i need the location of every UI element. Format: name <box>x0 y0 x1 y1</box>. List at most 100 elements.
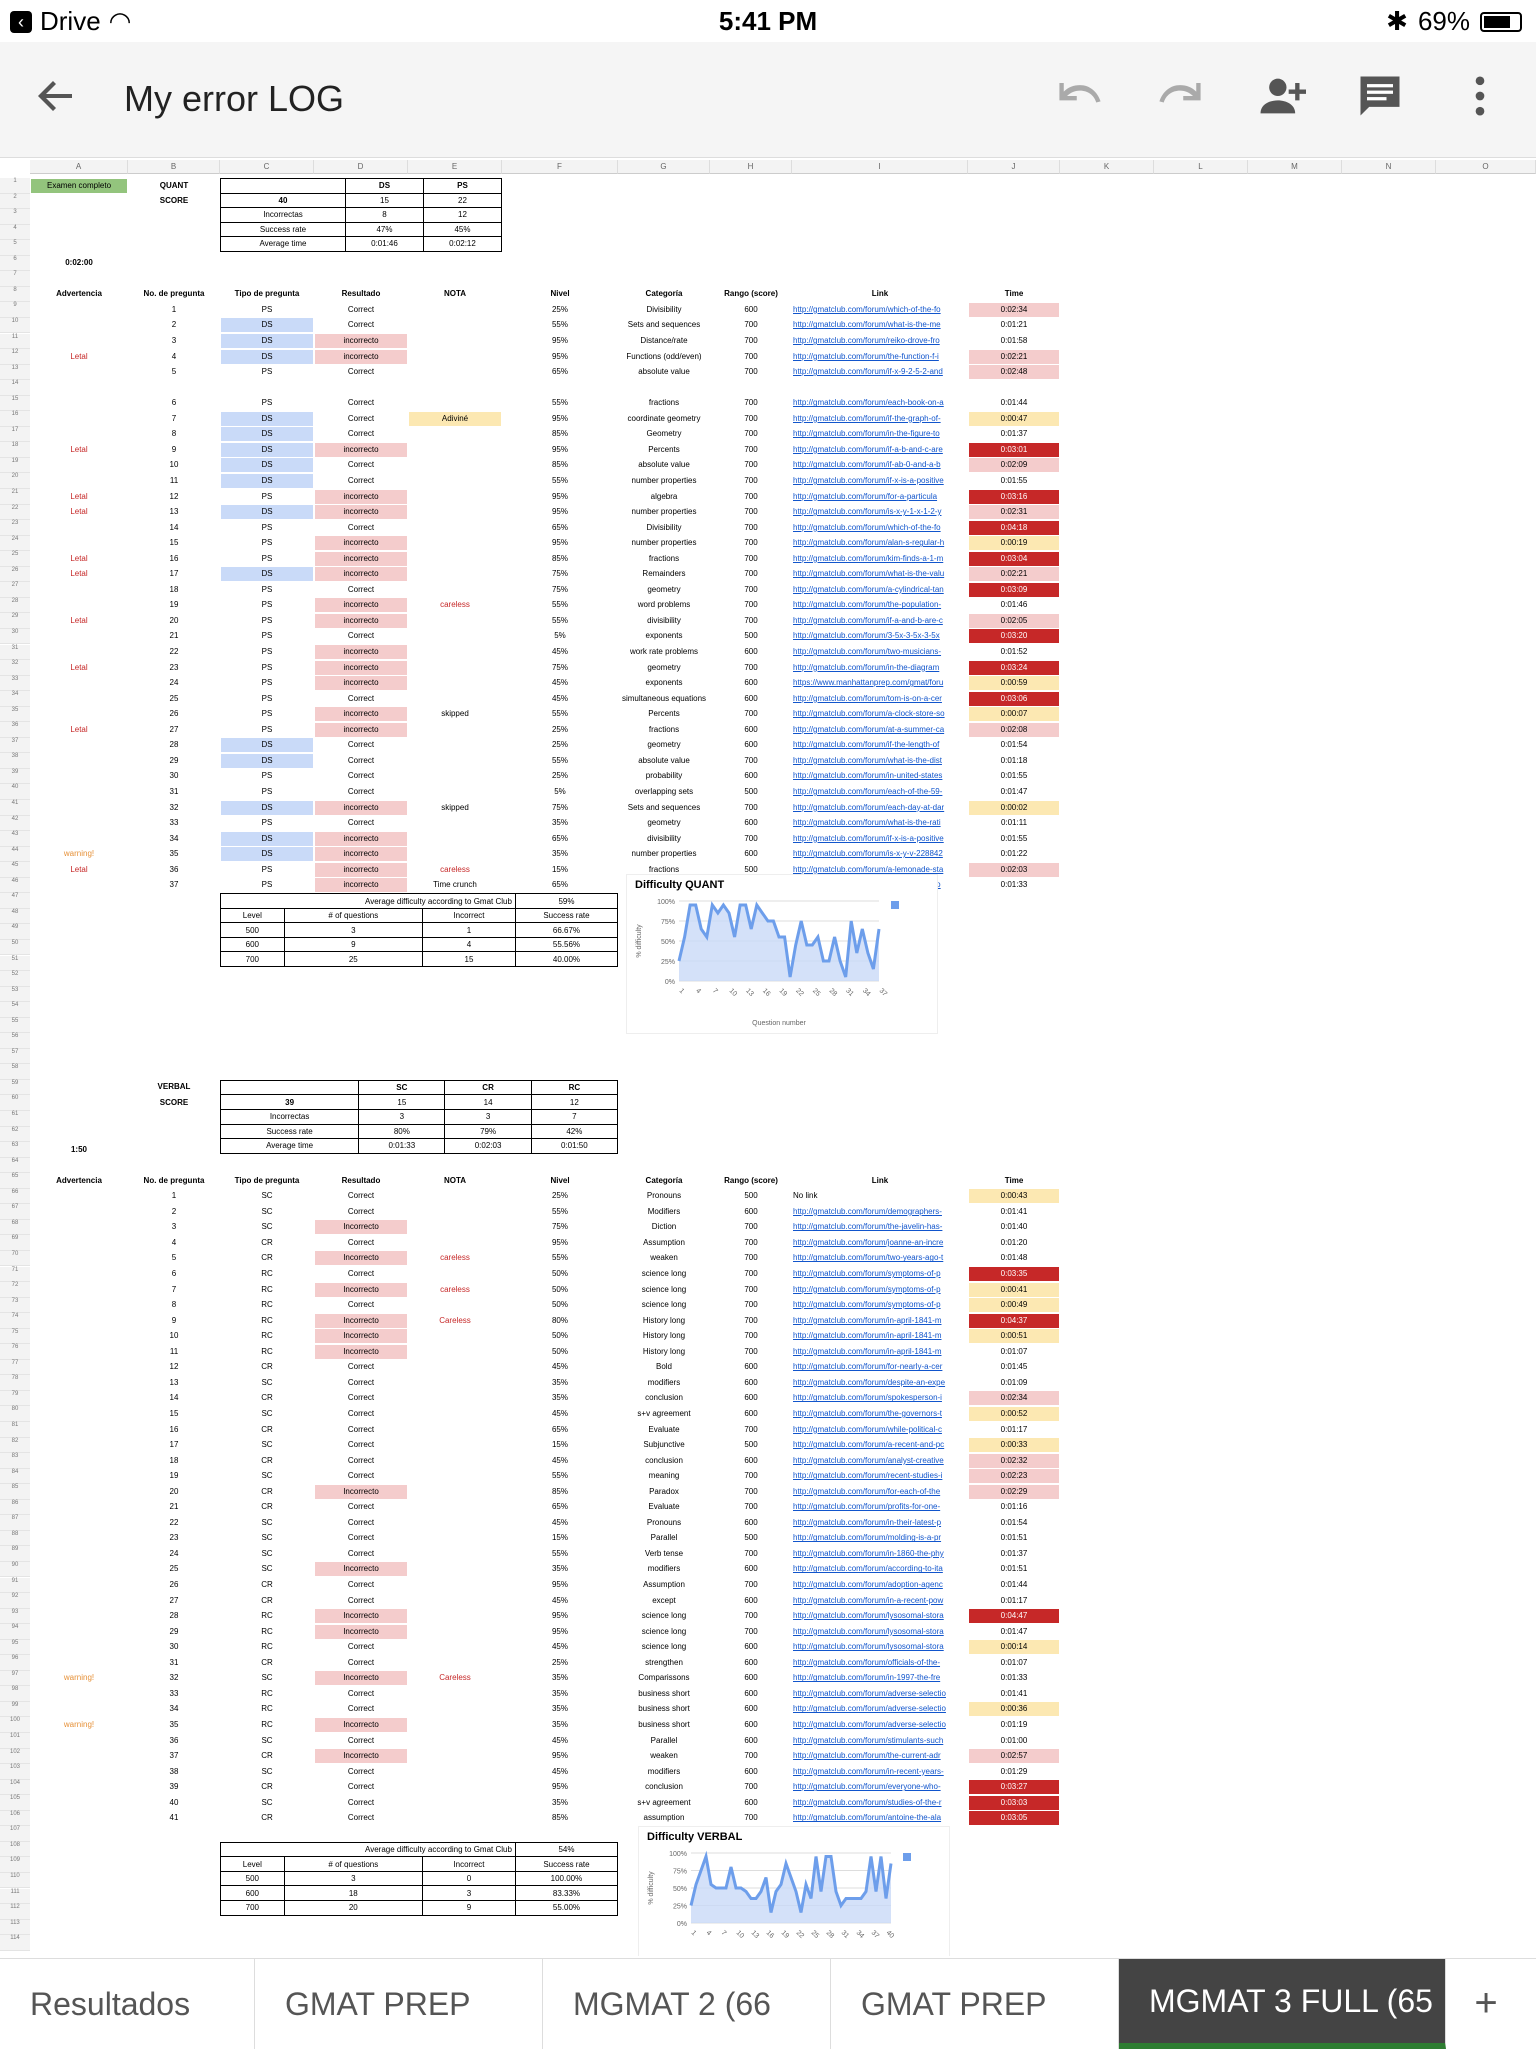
row-number[interactable]: 99 <box>0 1701 30 1718</box>
question-link[interactable]: http://gmatclub.com/forum/antoine-the-al… <box>793 1813 942 1823</box>
question-link[interactable]: http://gmatclub.com/forum/what-is-the-di… <box>793 755 942 765</box>
row-number[interactable]: 8 <box>0 286 30 303</box>
question-link[interactable]: http://gmatclub.com/forum/what-is-the-me <box>793 320 941 330</box>
row-number[interactable]: 95 <box>0 1639 30 1656</box>
share-add-person-icon[interactable] <box>1254 70 1306 122</box>
row-number[interactable]: 44 <box>0 846 30 863</box>
row-number[interactable]: 103 <box>0 1764 30 1780</box>
summary-value[interactable]: 79% <box>444 1123 532 1140</box>
column-header-C[interactable]: C <box>220 160 314 174</box>
question-link[interactable]: http://gmatclub.com/forum/a-lemonade-sta <box>793 864 944 874</box>
tab-gmat-prep-2[interactable]: GMAT PREP <box>831 1959 1119 2049</box>
row-number[interactable]: 12 <box>0 349 30 365</box>
row-number[interactable]: 109 <box>0 1857 30 1873</box>
row-number[interactable]: 34 <box>0 691 30 707</box>
score-value[interactable]: 39 <box>219 1094 360 1110</box>
question-link[interactable]: http://gmatclub.com/forum/lysosomal-stor… <box>793 1626 944 1636</box>
column-header-F[interactable]: F <box>502 160 618 174</box>
question-link[interactable]: http://gmatclub.com/forum/each-day-at-da… <box>793 802 945 812</box>
row-number[interactable]: 61 <box>0 1111 30 1127</box>
summary-value[interactable]: 3 <box>444 1108 532 1125</box>
question-link[interactable]: http://gmatclub.com/forum/if-the-graph-o… <box>793 413 941 423</box>
redo-icon[interactable] <box>1154 70 1206 122</box>
summary-value[interactable]: 0:01:33 <box>358 1138 446 1154</box>
question-link[interactable]: http://gmatclub.com/forum/3-5x-3-5x-3-5x <box>793 631 940 641</box>
row-number[interactable]: 79 <box>0 1390 30 1407</box>
spreadsheet-grid[interactable]: A B C D E F G H I J K L M N O 1 2 3 4 5 6 7 8 9 10 11 12 13 14 15 16 17… <box>0 160 1536 1956</box>
question-link[interactable]: http://gmatclub.com/forum/profits-for-on… <box>793 1502 941 1512</box>
row-number[interactable]: 100 <box>0 1717 30 1733</box>
question-link[interactable]: http://gmatclub.com/forum/for-nearly-a-c… <box>793 1362 943 1372</box>
row-number[interactable]: 96 <box>0 1655 30 1671</box>
row-number[interactable]: 82 <box>0 1437 30 1454</box>
summary-label[interactable]: Average time <box>219 1138 360 1154</box>
question-link[interactable]: http://gmatclub.com/forum/symptoms-of-p <box>793 1269 941 1278</box>
tab-mgmat-3-full[interactable]: MGMAT 3 FULL (65 <box>1119 1959 1446 2049</box>
question-link[interactable]: http://gmatclub.com/forum/is-x-y-v-22884… <box>793 849 943 859</box>
row-number[interactable]: 94 <box>0 1624 30 1640</box>
row-number[interactable]: 35 <box>0 706 30 723</box>
row-number[interactable]: 73 <box>0 1297 30 1314</box>
summary-value[interactable]: 47% <box>344 221 424 238</box>
row-number[interactable]: 16 <box>0 411 30 427</box>
row-number[interactable]: 68 <box>0 1219 30 1236</box>
row-number[interactable]: 7 <box>0 271 30 287</box>
question-link[interactable]: http://gmatclub.com/forum/spokesperson-i <box>793 1393 942 1403</box>
question-link[interactable]: http://gmatclub.com/forum/in-april-1841-… <box>793 1331 942 1341</box>
summary-header[interactable]: SC <box>358 1079 446 1096</box>
comments-icon[interactable] <box>1354 70 1406 122</box>
row-number[interactable]: 77 <box>0 1359 30 1376</box>
back-arrow-icon[interactable] <box>32 72 80 120</box>
question-link[interactable]: http://gmatclub.com/forum/kim-finds-a-1-… <box>793 553 944 563</box>
row-number[interactable]: 72 <box>0 1282 30 1298</box>
column-header-J[interactable]: J <box>968 160 1060 174</box>
row-number[interactable]: 47 <box>0 893 30 909</box>
row-number[interactable]: 41 <box>0 800 30 816</box>
question-link[interactable]: http://gmatclub.com/forum/everyone-who- <box>793 1782 941 1792</box>
question-link[interactable]: http://gmatclub.com/forum/according-to-i… <box>793 1564 943 1574</box>
row-number[interactable]: 64 <box>0 1157 30 1174</box>
row-number[interactable]: 81 <box>0 1422 30 1438</box>
ds-score[interactable]: 15 <box>344 192 424 209</box>
summary-label[interactable]: Incorrectas <box>220 207 346 223</box>
question-link[interactable]: http://gmatclub.com/forum/a-cylindrical-… <box>793 584 944 594</box>
question-link[interactable]: http://gmatclub.com/forum/what-is-the-ra… <box>793 818 941 828</box>
row-number[interactable]: 90 <box>0 1561 30 1578</box>
question-link[interactable]: http://gmatclub.com/forum/for-a-particul… <box>793 491 938 501</box>
row-number[interactable]: 110 <box>0 1872 30 1889</box>
row-number[interactable]: 101 <box>0 1733 30 1749</box>
question-link[interactable]: http://gmatclub.com/forum/what-is-the-va… <box>793 569 945 579</box>
row-number[interactable]: 107 <box>0 1826 30 1842</box>
question-link[interactable]: http://gmatclub.com/forum/if-x-is-a-posi… <box>793 833 944 843</box>
row-number[interactable]: 10 <box>0 317 30 334</box>
row-number[interactable]: 88 <box>0 1530 30 1547</box>
question-link[interactable]: http://gmatclub.com/forum/at-a-summer-ca <box>793 724 945 734</box>
question-link[interactable]: http://gmatclub.com/forum/each-book-on-a <box>793 398 944 408</box>
row-number[interactable]: 9 <box>0 302 30 318</box>
question-link[interactable]: http://gmatclub.com/forum/while-politica… <box>793 1424 942 1434</box>
row-number[interactable]: 51 <box>0 955 30 972</box>
row-number[interactable]: 112 <box>0 1904 30 1920</box>
row-number[interactable]: 28 <box>0 597 30 614</box>
column-header-I[interactable]: I <box>792 160 968 174</box>
row-number[interactable]: 13 <box>0 364 30 381</box>
summary-value[interactable]: 0:01:50 <box>530 1138 619 1154</box>
summary-header[interactable]: DS <box>344 178 424 194</box>
row-number[interactable]: 17 <box>0 426 30 443</box>
summary-corner[interactable] <box>220 178 346 194</box>
row-number[interactable]: 57 <box>0 1048 30 1065</box>
question-link[interactable]: http://gmatclub.com/forum/in-1860-the-ph… <box>793 1548 944 1558</box>
row-number[interactable]: 67 <box>0 1204 30 1220</box>
column-header-H[interactable]: H <box>710 160 792 174</box>
question-link[interactable]: http://gmatclub.com/forum/molding-is-a-p… <box>793 1533 942 1543</box>
row-number[interactable]: 4 <box>0 224 30 241</box>
ps-score[interactable]: 22 <box>422 192 503 209</box>
row-number[interactable]: 37 <box>0 737 30 754</box>
question-link[interactable]: http://gmatclub.com/forum/a-recent-and-p… <box>793 1440 945 1450</box>
row-number[interactable]: 38 <box>0 753 30 769</box>
column-header-N[interactable]: N <box>1342 160 1436 174</box>
question-link[interactable]: http://gmatclub.com/forum/in-1997-the-fr… <box>793 1673 941 1683</box>
question-link[interactable]: No link <box>793 1191 818 1201</box>
row-number[interactable]: 1 <box>0 178 30 194</box>
row-number[interactable]: 93 <box>0 1608 30 1625</box>
